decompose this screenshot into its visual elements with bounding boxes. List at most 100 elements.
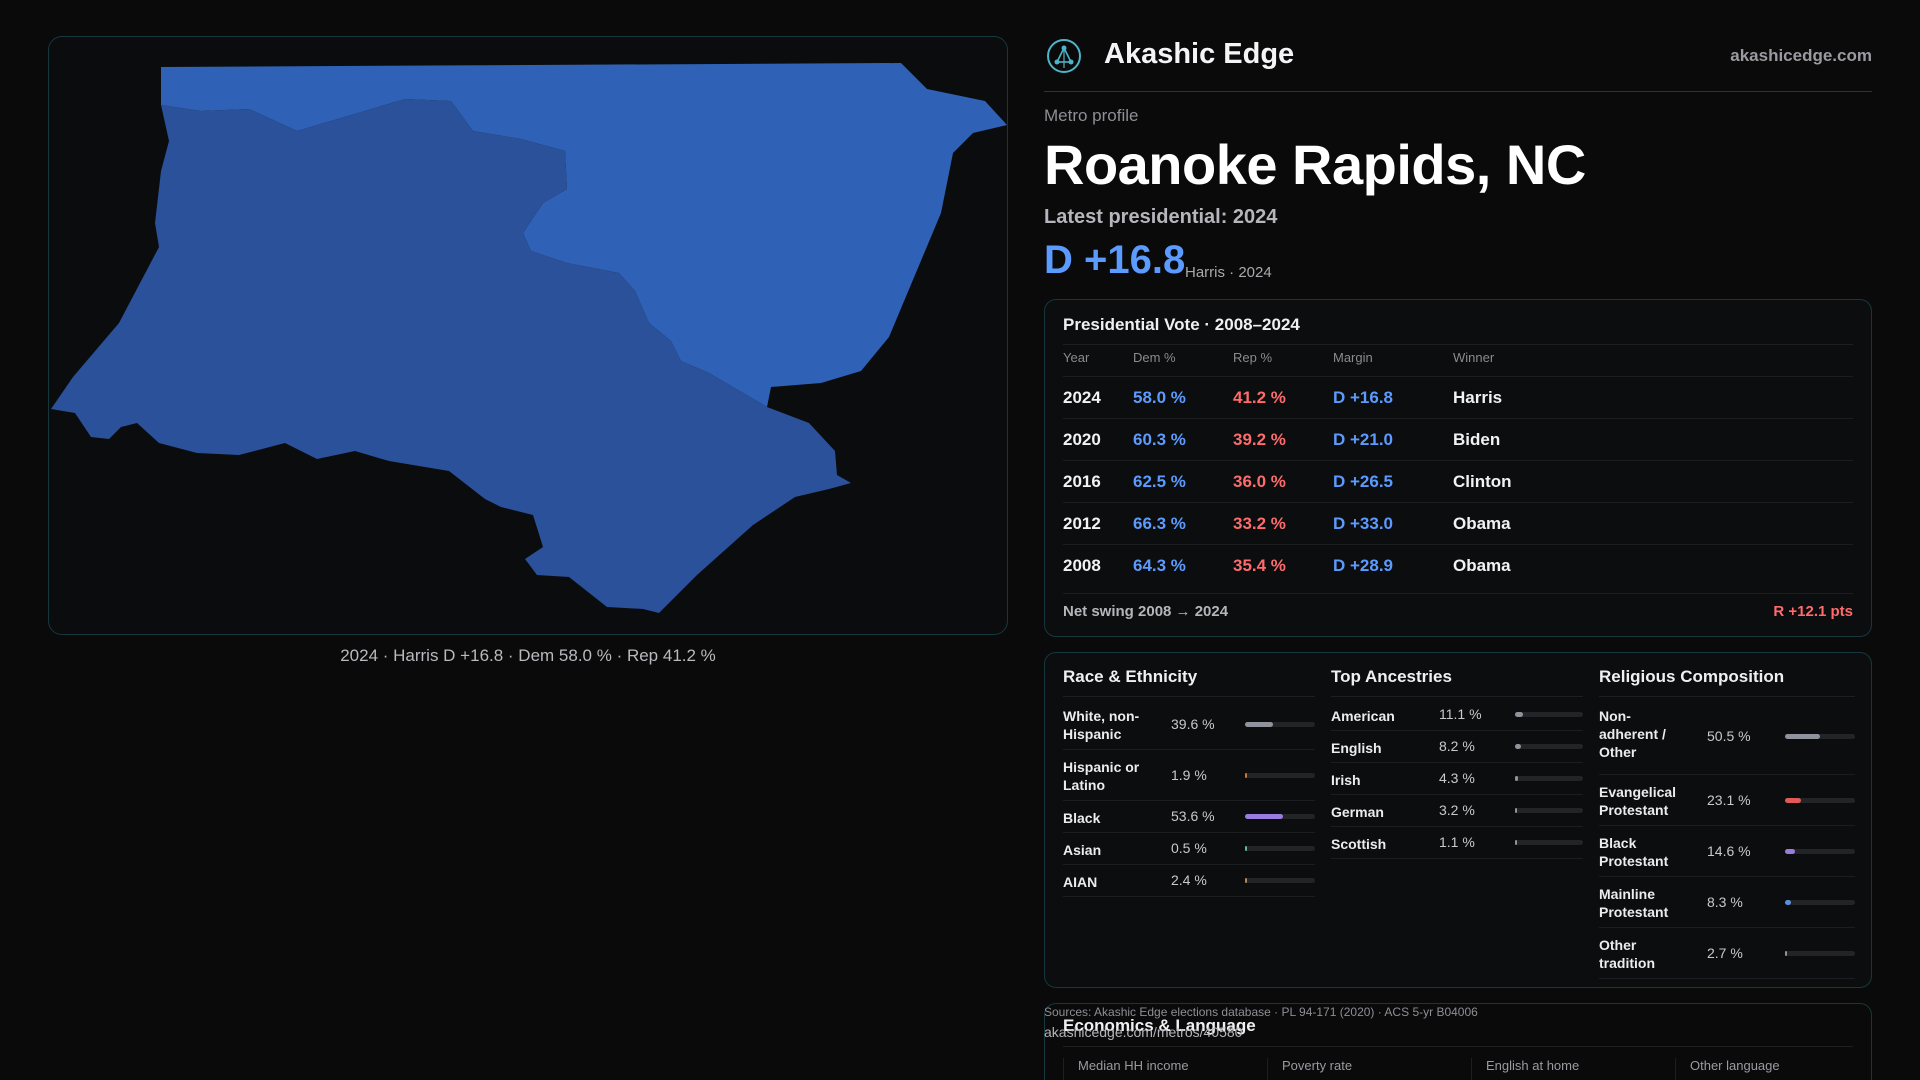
race-ethnicity-column: Race & Ethnicity White, non-Hispanic 39.6… (1063, 653, 1315, 987)
metro-profile-panel: Akashic Edge akashicedge.com Metro profi… (1044, 0, 1872, 1080)
item-bar-track (1515, 744, 1583, 749)
cell-margin: D +16.8 (1333, 388, 1394, 407)
net-swing-row: Net swing 2008 → 2024 R +12.1 pts (1063, 593, 1853, 620)
item-value: 3.2 % (1439, 802, 1475, 818)
list-item: Non-adherent / Other 50.5 % (1599, 699, 1855, 775)
item-value: 0.5 % (1171, 840, 1207, 856)
cell-dem: 58.0 % (1133, 388, 1186, 407)
item-label: Scottish (1331, 836, 1387, 852)
item-bar-fill (1785, 848, 1796, 854)
item-label: Asian (1063, 842, 1102, 858)
item-value: 11.1 % (1439, 706, 1482, 722)
stat-poverty-rate: Poverty rate (1267, 1058, 1467, 1080)
item-label: Black (1063, 810, 1101, 826)
table-row: 2012 66.3 % 33.2 % D +33.0 Obama (1063, 502, 1853, 544)
table-row: 2008 64.3 % 35.4 % D +28.9 Obama (1063, 544, 1853, 586)
item-bar-fill (1785, 950, 1787, 956)
stat-other-language: Other language (1675, 1058, 1855, 1080)
map-caption: 2024 · Harris D +16.8 · Dem 58.0 % · Rep… (340, 646, 716, 665)
item-label: AIAN (1063, 874, 1098, 890)
item-bar-fill (1515, 776, 1518, 781)
item-value: 23.1 % (1707, 791, 1751, 808)
headline-margin: D +16.8 (1044, 238, 1186, 282)
header-winner: Winner (1453, 350, 1495, 365)
cell-winner: Biden (1453, 430, 1501, 449)
item-bar-fill (1785, 734, 1821, 739)
cell-rep: 33.2 % (1233, 514, 1286, 533)
list-item: American 11.1 % (1331, 699, 1583, 731)
page-title: Roanoke Rapids, NC (1044, 133, 1586, 196)
item-bar-track (1785, 950, 1855, 956)
item-label: Non-adherent / Other (1599, 708, 1666, 760)
item-value: 8.3 % (1707, 893, 1743, 910)
item-bar-track (1785, 734, 1855, 739)
brand-name[interactable]: Akashic Edge (1104, 38, 1295, 70)
race-ethnicity-title: Race & Ethnicity (1063, 667, 1198, 686)
headline-winner-year: Harris · 2024 (1185, 264, 1272, 281)
list-item: White, non-Hispanic 39.6 % (1063, 699, 1315, 750)
item-bar-fill (1515, 808, 1518, 813)
county-map[interactable] (48, 36, 1008, 635)
table-row: 2024 58.0 % 41.2 % D +16.8 Harris (1063, 376, 1853, 418)
item-value: 50.5 % (1707, 728, 1751, 744)
list-item: Asian 0.5 % (1063, 833, 1315, 865)
cell-margin: D +21.0 (1333, 430, 1394, 449)
item-bar-track (1515, 840, 1583, 845)
cell-winner: Obama (1453, 556, 1511, 575)
brand-header: Akashic Edge akashicedge.com (1044, 36, 1872, 92)
divider (1063, 696, 1315, 697)
cell-year: 2012 (1063, 514, 1101, 533)
item-bar-fill (1515, 840, 1517, 845)
cell-dem: 62.5 % (1133, 472, 1186, 491)
stat-median-income: Median HH income (1063, 1058, 1263, 1080)
item-value: 2.4 % (1171, 872, 1207, 888)
south-county-shape[interactable] (51, 99, 851, 613)
item-bar-fill (1785, 899, 1791, 905)
list-item: Hispanic or Latino 1.9 % (1063, 750, 1315, 801)
item-bar-track (1245, 846, 1315, 851)
item-bar-track (1515, 776, 1583, 781)
cell-dem: 66.3 % (1133, 514, 1186, 533)
header-year: Year (1063, 350, 1090, 365)
north-county-shape[interactable] (161, 63, 1007, 407)
item-label: Evangelical Protestant (1599, 784, 1677, 818)
header-rep: Rep % (1233, 350, 1273, 365)
table-row: 2020 60.3 % 39.2 % D +21.0 Biden (1063, 418, 1853, 460)
item-bar-track (1515, 712, 1583, 717)
item-value: 53.6 % (1171, 808, 1215, 824)
item-value: 8.2 % (1439, 738, 1475, 754)
item-bar-fill (1515, 744, 1521, 749)
item-bar-fill (1245, 772, 1247, 778)
cell-year: 2008 (1063, 556, 1101, 575)
page-eyebrow: Metro profile (1044, 106, 1139, 125)
brand-url-link[interactable]: akashicedge.com (1730, 46, 1872, 65)
item-label: American (1331, 708, 1395, 724)
list-item: Black 53.6 % (1063, 801, 1315, 833)
vote-table-header: Year Dem % Rep % Margin Winner (1063, 350, 1853, 376)
item-value: 4.3 % (1439, 770, 1475, 786)
list-item: Irish 4.3 % (1331, 763, 1583, 795)
atom-network-icon[interactable] (1046, 38, 1082, 74)
item-label: Other tradition (1599, 937, 1655, 971)
item-value: 1.9 % (1171, 766, 1207, 783)
item-bar-fill (1785, 797, 1802, 803)
table-row: 2016 62.5 % 36.0 % D +26.5 Clinton (1063, 460, 1853, 502)
item-label: Mainline Protestant (1599, 886, 1669, 920)
sources-note: Sources: Akashic Edge elections database… (1044, 1005, 1478, 1019)
item-value: 1.1 % (1439, 834, 1475, 850)
list-item: Black Protestant 14.6 % (1599, 826, 1855, 877)
item-label: Irish (1331, 772, 1361, 788)
item-bar-track (1785, 848, 1855, 854)
metro-url-link[interactable]: akashicedge.com/metros/40580 (1044, 1024, 1243, 1040)
item-label: German (1331, 804, 1384, 820)
item-bar-track (1245, 772, 1315, 778)
divider (1063, 1046, 1853, 1047)
vote-card-title: Presidential Vote · 2008–2024 (1063, 315, 1300, 334)
net-swing-label: Net swing 2008 → 2024 (1063, 603, 1229, 620)
item-value: 2.7 % (1707, 944, 1743, 961)
stat-english-at-home: English at home (1471, 1058, 1671, 1080)
divider (1331, 696, 1583, 697)
cell-rep: 39.2 % (1233, 430, 1286, 449)
cell-dem: 64.3 % (1133, 556, 1186, 575)
economics-language-card: Economics & Language Median HH income Po… (1044, 1003, 1872, 1080)
